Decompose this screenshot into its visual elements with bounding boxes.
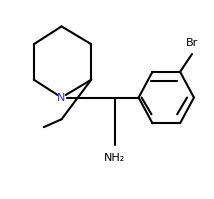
Text: N: N xyxy=(57,93,66,102)
Text: NH₂: NH₂ xyxy=(104,153,126,163)
Text: Br: Br xyxy=(186,38,198,48)
